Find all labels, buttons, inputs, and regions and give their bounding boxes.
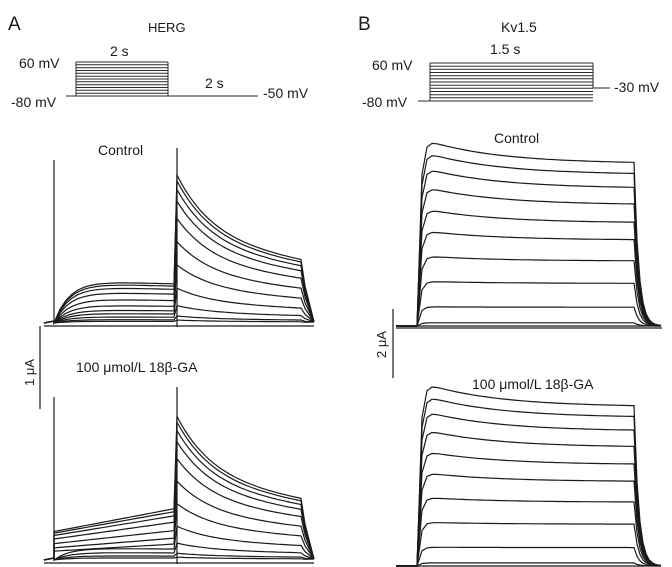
panel-a-current-trace [43,414,315,561]
panel-b-step-duration-label: 1.5 s [490,41,520,57]
panel-b-current-trace [396,562,661,567]
panel-b-holding-line [418,63,431,102]
panel-b-scale-bar-label: 2 μA [374,331,389,358]
panel-b-current-trace [396,281,662,327]
panel-a-current-trace [43,428,315,561]
panel-a-current-trace [43,440,315,561]
panel-b-current-trace [396,431,662,567]
panel-a-current-trace [43,457,315,561]
panel-b-control-traces [396,142,662,329]
panel-b-letter: B [358,14,371,35]
panel-a-current-trace [43,319,315,324]
panel-a-scale-bar-label: 1 μA [22,359,37,386]
panel-b-current-trace [396,170,662,327]
panel-a-current-trace [43,199,315,326]
panel-a-current-trace [43,240,315,325]
panel-a-current-trace [43,263,315,325]
panel-b-current-trace [396,522,662,567]
panel-a-step-duration-label: 2 s [110,43,129,59]
panel-a-holding-line [66,62,77,97]
panel-a-drug-traces [43,387,315,564]
panel-b-current-trace [396,231,662,327]
panel-a-holding-voltage-label: -80 mV [11,94,57,110]
panel-b-current-trace [396,189,662,327]
panel-a-control-traces [43,148,315,327]
panel-b-tail-line [592,63,610,89]
panel-a-current-trace [43,525,315,562]
panel-b-current-trace [396,452,662,567]
panel-a-voltage-protocol [66,61,258,97]
panel-b-step-voltage-label: 60 mV [372,57,413,73]
panel-a-current-trace [43,542,315,561]
panel-a-title: HERG [148,20,186,35]
panel-b-current-trace [396,322,661,327]
panel-b-holding-voltage-label: -80 mV [362,94,408,110]
panel-b-current-trace [396,142,662,327]
panel-b-drug-traces [396,386,662,567]
panel-a-current-trace [43,172,315,324]
panel-b-tail-voltage-label: -30 mV [614,79,660,95]
panel-a-current-trace [43,556,315,561]
panel-a-current-trace [43,315,315,324]
panel-a-control-label: Control [98,142,143,158]
panel-b-current-trace [396,398,662,567]
panel-b-current-trace [396,155,662,327]
panel-a-current-trace [43,304,315,324]
panel-a-tail-duration-label: 2 s [205,75,224,91]
panel-b-current-trace [396,546,661,567]
panel-a-current-trace [43,178,315,324]
panel-a-current-trace [43,287,315,324]
panel-b-current-trace [396,210,662,327]
panel-b-drug-label: 100 μmol/L 18β-GA [472,376,594,392]
panel-b-current-trace [396,306,661,327]
panel-a-current-trace [43,552,315,561]
panel-b-title: Kv1.5 [501,19,537,35]
panel-b-current-trace [396,256,662,327]
panel-a-letter: A [8,14,21,35]
panel-b-control-label: Control [494,130,539,146]
panel-b-current-trace [396,413,662,567]
panel-a-current-trace [43,502,315,561]
panel-a-tail-line [167,62,258,97]
panel-b-current-trace [396,497,662,567]
panel-a-current-trace [43,420,315,561]
panel-b-voltage-protocol [418,62,610,102]
panel-a-current-trace [43,479,315,561]
panel-a-current-trace [43,216,315,325]
panel-a-step-voltage-label: 60 mV [19,55,60,71]
panel-a-current-trace [43,187,315,324]
panel-b-current-trace [396,473,662,567]
panel-a-drug-label: 100 μmol/L 18β-GA [76,359,198,375]
panel-b-current-trace [396,386,662,567]
panel-a-tail-voltage-label: -50 mV [263,85,309,101]
